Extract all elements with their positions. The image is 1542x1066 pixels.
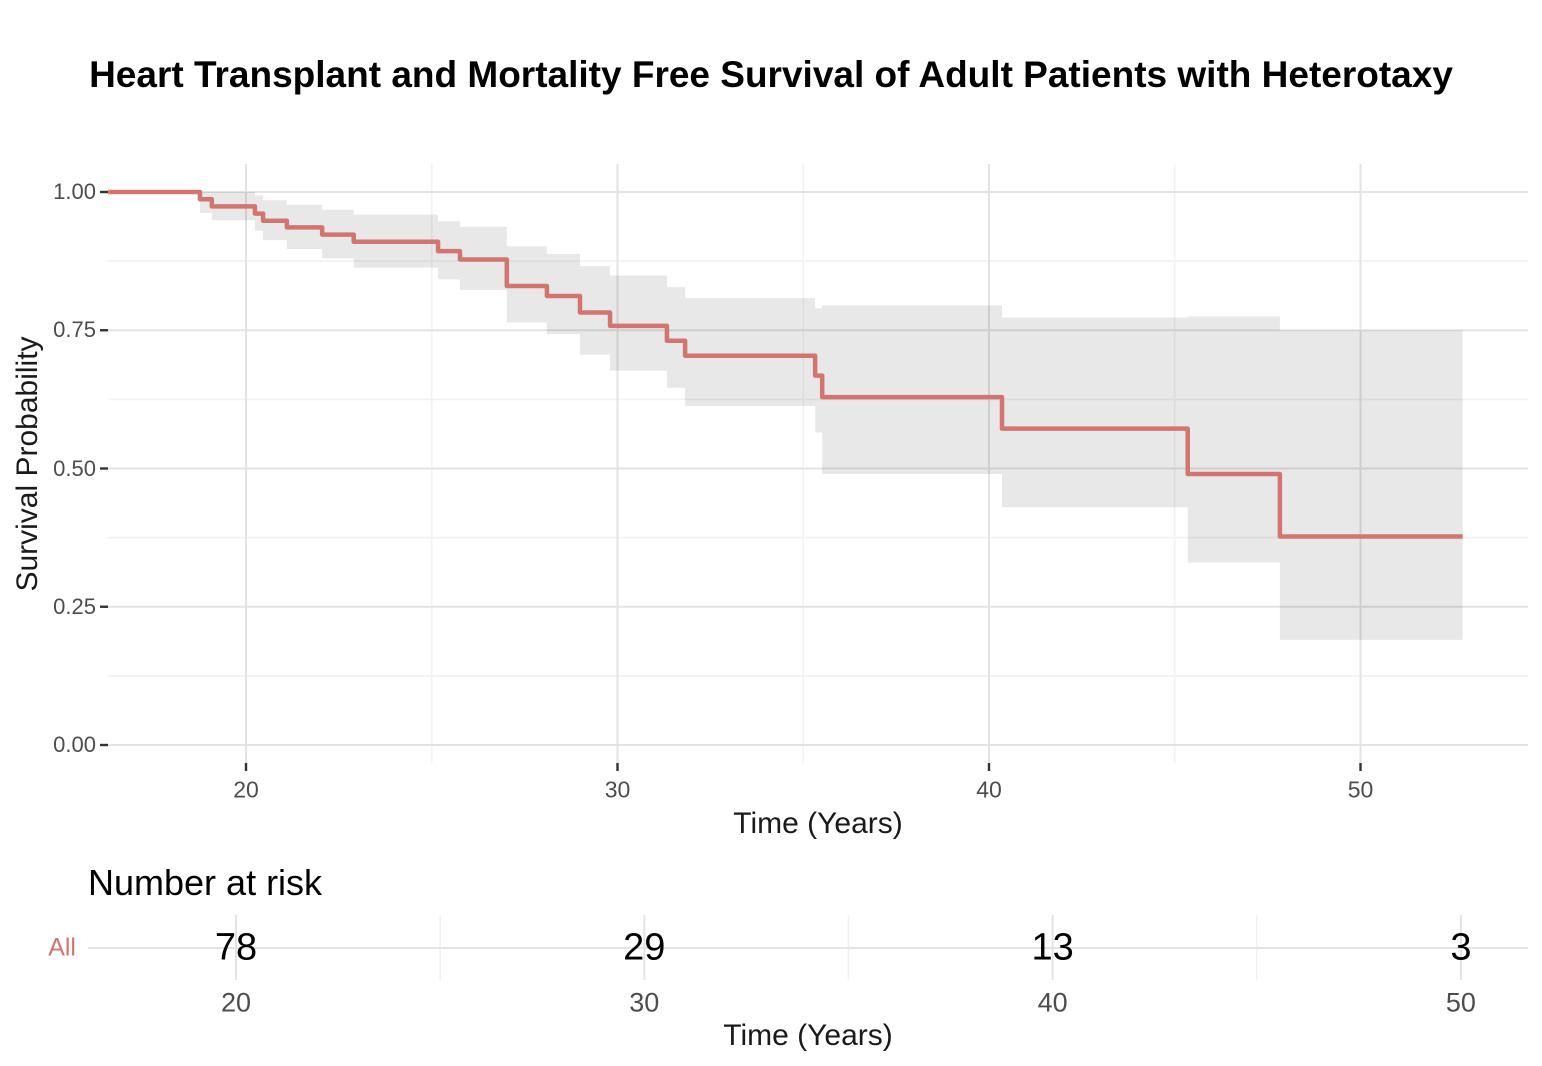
y-tick-label: 1.00	[53, 179, 96, 204]
y-tick-label: 0.75	[53, 317, 96, 343]
risk-count: 13	[1031, 926, 1074, 969]
x-axis-title: Time (Years)	[733, 807, 903, 840]
risk-count: 78	[214, 926, 258, 969]
risk-count: 29	[623, 926, 666, 969]
survival-curve	[108, 189, 1463, 539]
risk-time-label: 20	[220, 987, 252, 1018]
y-tick-label: 0.25	[53, 593, 96, 619]
risk-count: 3	[1450, 926, 1472, 969]
risk-table-heading: Number at risk	[88, 862, 323, 903]
confidence-band	[199, 192, 1463, 640]
x-tick-label: 40	[976, 776, 1002, 803]
y-tick-label: 0.50	[53, 455, 96, 481]
risk-time-label: 40	[1037, 987, 1068, 1018]
risk-row-label: All	[48, 933, 76, 962]
x-tick-label: 20	[233, 776, 259, 803]
page-title: Heart Transplant and Mortality Free Surv…	[89, 54, 1453, 95]
risk-x-axis-title: Time (Years)	[723, 1019, 893, 1052]
x-tick-label: 50	[1347, 776, 1374, 803]
y-tick-label: 0.00	[53, 732, 96, 757]
risk-time-label: 30	[629, 987, 660, 1018]
x-tick-label: 30	[604, 776, 631, 803]
risk-time-label: 50	[1445, 987, 1476, 1018]
